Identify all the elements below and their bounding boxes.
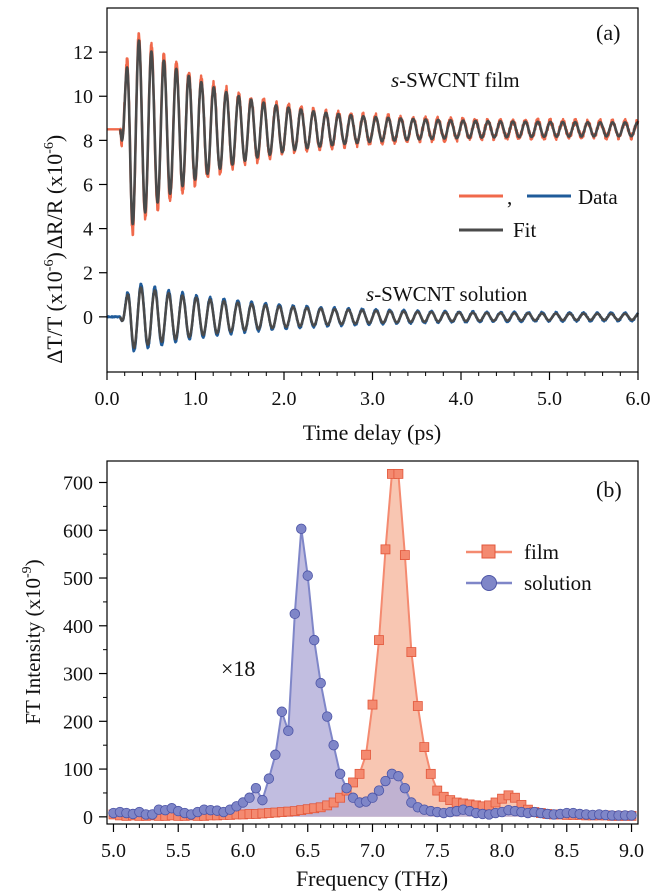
point-solution (321, 711, 333, 722)
annotation-x18: ×18 (221, 656, 255, 681)
point-solution (626, 810, 637, 821)
point-solution (244, 792, 255, 803)
legend-comma: , (507, 185, 512, 209)
y-tick-label-b: 100 (63, 759, 93, 781)
x-tick-label-b: 5.5 (166, 840, 191, 862)
point-film (367, 699, 378, 710)
series-film-fit (119, 39, 640, 226)
point-film (406, 647, 417, 657)
panel-b-label: (b) (596, 477, 622, 502)
x-tick-label-b: 8.5 (554, 840, 579, 862)
x-tick-label-a: 1.0 (183, 388, 208, 410)
y-tick-label-a: 2 (83, 263, 93, 285)
x-tick-label-b: 7.5 (425, 840, 450, 862)
y-tick-label-a: 10 (73, 86, 93, 108)
y-tick-label-b: 500 (63, 568, 93, 590)
legend-film-label: film (524, 540, 559, 564)
series-solution-fit (119, 286, 640, 350)
point-solution (283, 725, 294, 737)
y-axis-label-bottom: ΔT/T (x10-6) (42, 252, 67, 364)
point-film (425, 768, 436, 779)
legend-solution-marker (481, 575, 497, 591)
x-tick-label-b: 8.0 (490, 840, 515, 862)
legend-fit-label: Fit (513, 218, 537, 242)
point-solution (276, 706, 288, 717)
point-film (432, 785, 443, 796)
y-tick-label-a: 4 (83, 219, 93, 241)
point-solution (334, 768, 346, 780)
x-tick-label-a: 2.0 (272, 388, 297, 410)
point-film (380, 544, 391, 555)
point-solution (302, 570, 313, 581)
point-solution (289, 608, 300, 620)
area-film (113, 473, 632, 817)
point-solution (328, 739, 339, 751)
point-film (412, 701, 423, 711)
y-axis-label-b: FT Intensity (x10-9) (20, 559, 45, 724)
panel-a-x-ticks: 0.0 1.0 2.0 3.0 4.0 5.0 6.0 (95, 372, 651, 410)
x-tick-label-a: 3.0 (360, 388, 385, 410)
y-tick-label-b: 0 (83, 807, 93, 829)
annotation-solution: s-SWCNT solution (366, 282, 528, 306)
x-tick-label-b: 9.0 (619, 840, 644, 862)
point-film (361, 749, 371, 760)
point-solution (257, 794, 268, 806)
point-solution (315, 677, 326, 689)
point-solution (393, 771, 404, 782)
y-tick-label-a: 0 (83, 307, 93, 329)
legend-film-marker (481, 544, 496, 559)
x-axis-label-a: Time delay (ps) (303, 420, 442, 445)
point-film (354, 768, 365, 779)
y-tick-label-b: 200 (63, 711, 93, 733)
y-tick-label-b: 300 (63, 664, 93, 686)
panel-b-legend: film solution (466, 540, 592, 595)
x-tick-label-b: 6.5 (295, 840, 320, 862)
panel-a: 0.0 1.0 2.0 3.0 4.0 5.0 6.0 0 2 4 6 8 10 12 (a) s-SW… (42, 7, 651, 445)
point-solution (270, 749, 281, 760)
point-film (393, 468, 404, 479)
panel-b-series (108, 468, 637, 821)
y-tick-label-b: 700 (63, 472, 93, 494)
x-tick-label-b: 5.0 (101, 840, 126, 862)
y-tick-label-a: 8 (83, 130, 93, 152)
x-tick-label-a: 6.0 (626, 388, 651, 410)
panel-b-x-ticks: 5.0 5.5 6.0 6.5 7.0 7.5 8.0 8.5 9.0 (101, 824, 644, 862)
y-tick-label-a: 12 (73, 42, 93, 64)
point-solution (341, 782, 352, 794)
point-solution (373, 785, 385, 796)
y-tick-label-a: 6 (83, 174, 93, 196)
point-solution (263, 773, 275, 784)
x-tick-label-a: 0.0 (95, 388, 120, 410)
point-film (348, 777, 358, 788)
annotation-film: s-SWCNT film (391, 68, 520, 92)
point-solution (399, 782, 411, 794)
y-tick-label-b: 400 (63, 616, 93, 638)
point-solution (309, 634, 320, 646)
panel-b: 5.0 5.5 6.0 6.5 7.0 7.5 8.0 8.5 9.0 0 100 200 300 40… (20, 460, 644, 891)
point-solution (380, 775, 391, 787)
y-tick-label-b: 600 (63, 520, 93, 542)
x-tick-label-b: 7.0 (360, 840, 385, 862)
y-axis-label-top: ΔR/R (x10-6) (42, 135, 67, 249)
panel-b-y-ticks: 0 100 200 300 400 500 600 700 (63, 472, 107, 829)
x-tick-label-a: 5.0 (537, 388, 562, 410)
point-film (510, 792, 520, 803)
panel-a-y-ticks: 0 2 4 6 8 10 12 (73, 42, 107, 329)
point-solution (296, 523, 307, 535)
panel-a-series (106, 32, 640, 353)
x-tick-label-a: 4.0 (449, 388, 474, 410)
point-solution (250, 782, 262, 794)
point-film (399, 550, 410, 560)
legend-data-label: Data (578, 185, 618, 209)
panel-a-legend: , Data Fit (459, 185, 618, 242)
point-solution (367, 792, 378, 803)
point-film (419, 742, 430, 753)
x-axis-label-b: Frequency (THz) (296, 866, 448, 891)
point-film (374, 635, 384, 646)
x-tick-label-b: 6.0 (230, 840, 255, 862)
panel-a-label: (a) (596, 20, 620, 45)
point-film (335, 792, 346, 803)
legend-solution-label: solution (524, 571, 592, 595)
